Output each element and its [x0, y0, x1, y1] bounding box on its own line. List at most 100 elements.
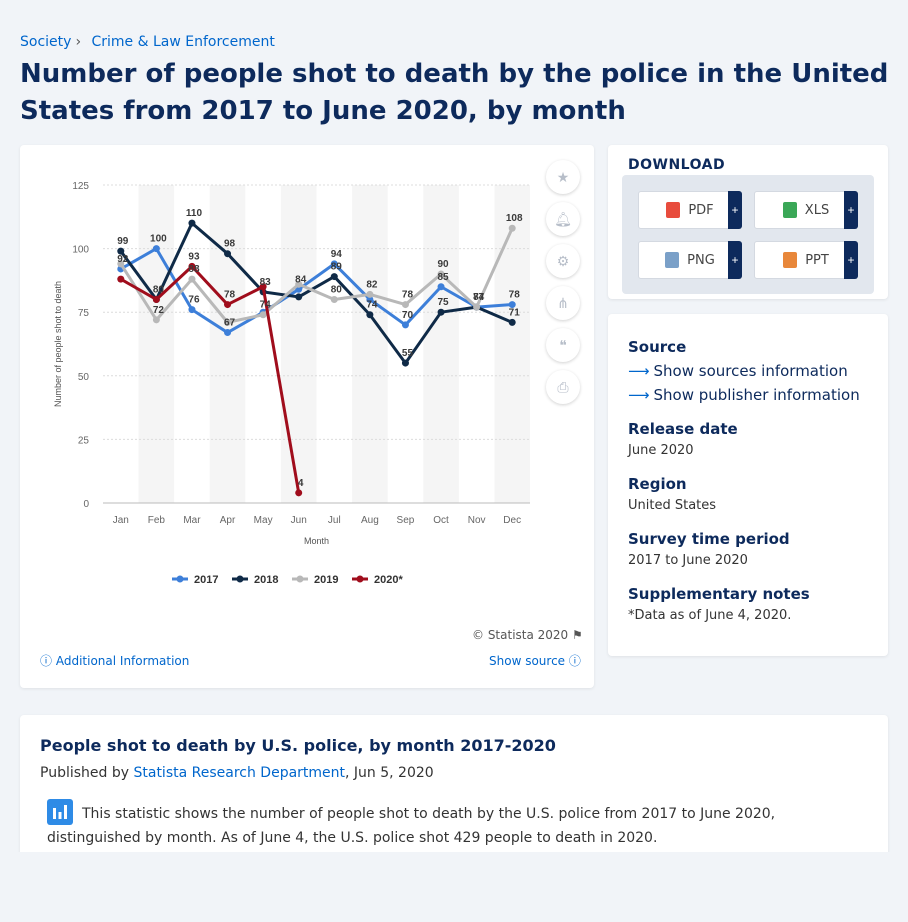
xls-plus-button[interactable]: +	[844, 191, 858, 229]
data-point-2018	[330, 273, 338, 281]
column-band	[352, 185, 388, 503]
data-label: 70	[402, 310, 414, 321]
star-icon[interactable]: ★	[546, 160, 580, 194]
data-point-2018	[401, 359, 409, 367]
data-point-2018	[295, 293, 303, 301]
x-tick-label: Feb	[148, 515, 166, 526]
data-label: 90	[437, 259, 449, 270]
data-label: 84	[295, 274, 307, 285]
data-label: 78	[509, 290, 521, 301]
png-plus-button[interactable]: +	[728, 241, 742, 279]
y-tick-label: 125	[72, 181, 89, 192]
data-point-2018	[224, 250, 232, 258]
x-tick-label: Oct	[433, 515, 449, 526]
data-point-2019	[117, 260, 125, 268]
pdf-plus-button[interactable]: +	[728, 191, 742, 229]
breadcrumb-crime[interactable]: Crime & Law Enforcement	[91, 34, 275, 50]
survey-period-heading: Survey time period	[628, 530, 790, 548]
data-point-2019	[259, 311, 267, 319]
series-line-2020	[120, 264, 301, 494]
show-sources-link[interactable]: ⟶ Show sources information	[628, 362, 848, 380]
data-label: 98	[224, 239, 236, 250]
quote-icon[interactable]: ❝	[546, 328, 580, 362]
legend-label-2018: 2018	[254, 574, 278, 586]
data-label: 72	[153, 305, 165, 316]
data-point-2017	[508, 301, 516, 309]
pdf-download-button[interactable]: PDF	[638, 191, 742, 229]
y-axis-label: Number of people shot to death	[53, 281, 63, 407]
x-tick-label: Jun	[291, 515, 307, 526]
x-tick-label: Mar	[183, 515, 201, 526]
y-tick-label: 75	[78, 308, 90, 319]
series-line-2018	[119, 221, 513, 365]
published-by: Published by Statista Research Departmen…	[40, 765, 434, 781]
legend-label-2020: 2020*	[374, 574, 403, 586]
additional-info-link[interactable]: ⓘ Additional Information	[40, 654, 190, 668]
data-point-2018	[437, 308, 445, 316]
data-point-2017	[330, 260, 338, 268]
legend-label-2017: 2017	[194, 574, 218, 586]
line-chart: 0 25 50 75 100 125 Jan Feb Mar Apr May Jun Jul Aug Sep…	[53, 181, 530, 586]
ppt-download-button[interactable]: PPT	[754, 241, 858, 279]
print-icon[interactable]: ⎙	[546, 370, 580, 404]
publisher-link[interactable]: Statista Research Department	[133, 765, 346, 781]
x-tick-label: May	[254, 515, 273, 526]
data-label: 94	[331, 249, 343, 260]
x-tick-label: Jan	[113, 515, 129, 526]
x-tick-label: Apr	[220, 515, 236, 526]
survey-period-value: 2017 to June 2020	[628, 553, 748, 568]
x-tick-label: Nov	[468, 515, 486, 526]
series-line-2017	[120, 247, 513, 335]
data-point-2018	[366, 311, 374, 319]
data-point-2017	[188, 306, 196, 314]
legend-marker-2019	[296, 575, 304, 583]
series-line-2019	[119, 227, 514, 324]
show-publisher-link[interactable]: ⟶ Show publisher information	[628, 386, 860, 404]
data-label: 83	[260, 277, 272, 288]
info-icon: ⓘ	[40, 654, 53, 668]
data-label: 74	[260, 300, 272, 311]
breadcrumb-society[interactable]: Society	[20, 34, 72, 50]
data-point-2018	[188, 219, 196, 227]
ppt-plus-button[interactable]: +	[844, 241, 858, 279]
x-axis-label: Month	[304, 536, 329, 546]
data-label: 4	[298, 478, 304, 489]
data-point-2019	[295, 280, 303, 288]
y-tick-label: 50	[78, 372, 90, 383]
data-label: 82	[366, 279, 378, 290]
chart-toolbar: ★ 🔔︎ ⚙ ⋔ ❝ ⎙	[546, 160, 580, 412]
release-date-heading: Release date	[628, 420, 738, 438]
notes-heading: Supplementary notes	[628, 585, 810, 603]
data-label: 93	[188, 251, 200, 262]
data-point-2017	[224, 329, 232, 337]
png-download-button[interactable]: PNG	[638, 241, 742, 279]
data-label: 75	[437, 297, 449, 308]
description-card	[20, 715, 888, 865]
data-point-2020	[152, 295, 160, 303]
arrow-right-icon: ⟶	[628, 386, 650, 404]
share-icon[interactable]: ⋔	[546, 286, 580, 320]
bell-icon[interactable]: 🔔︎	[546, 202, 580, 236]
pdf-file-icon	[666, 202, 681, 218]
data-label: 85	[437, 272, 449, 283]
column-band	[209, 185, 246, 503]
data-point-2018	[508, 318, 516, 326]
data-label: 71	[509, 307, 521, 318]
arrow-right-icon: ⟶	[628, 362, 650, 380]
data-point-2020	[295, 489, 303, 497]
description-title: People shot to death by U.S. police, by …	[40, 736, 556, 755]
page-title: Number of people shot to death by the po…	[20, 59, 889, 126]
show-source-link[interactable]: Show source ⓘ	[489, 654, 581, 668]
data-point-2019	[437, 270, 445, 278]
xls-download-button[interactable]: XLS	[754, 191, 858, 229]
data-label: 55	[402, 348, 414, 359]
x-tick-label: Dec	[503, 515, 521, 526]
flag-icon[interactable]: ⚑	[572, 628, 583, 642]
gear-icon[interactable]: ⚙	[546, 244, 580, 278]
xls-file-icon	[782, 202, 797, 218]
legend-marker-2020	[356, 575, 364, 583]
x-tick-label: Sep	[397, 515, 415, 526]
data-point-2019	[224, 318, 232, 326]
png-file-icon	[665, 252, 680, 268]
legend-label-2019: 2019	[314, 574, 338, 586]
